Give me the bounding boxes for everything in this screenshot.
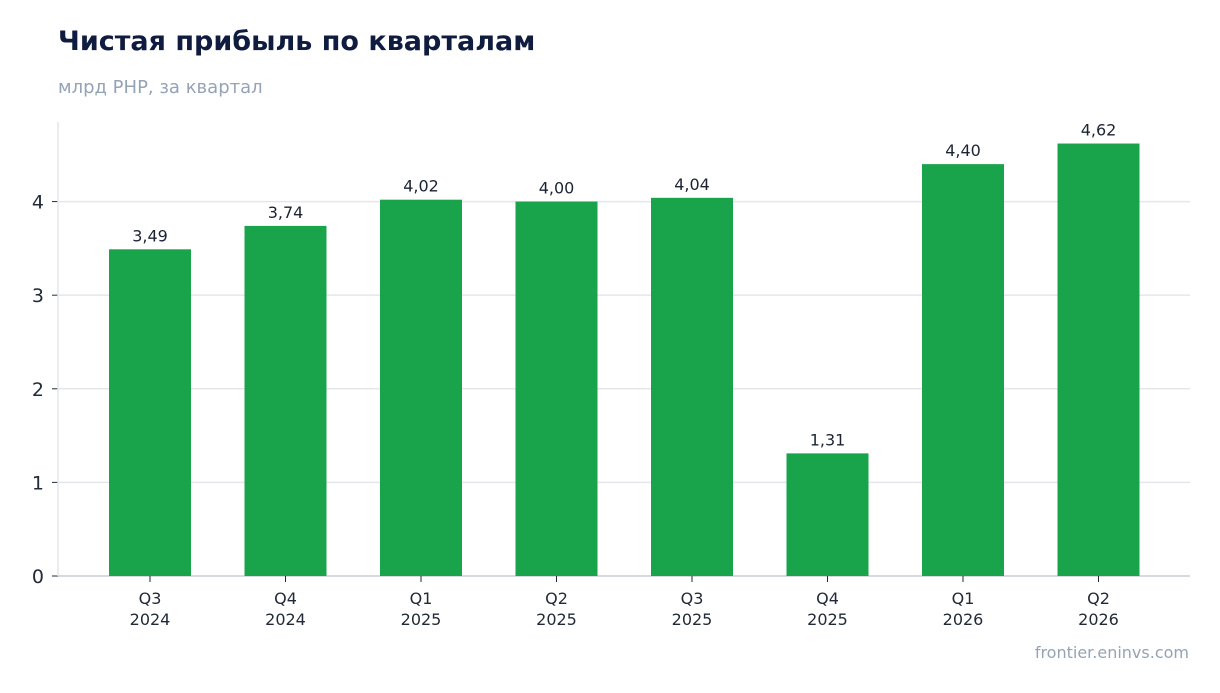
data-labels: 3,49 3,74 4,02 4,00 4,04 1,31 4,40 4,62	[132, 121, 1116, 450]
x-tick-label-quarter: Q1	[410, 589, 433, 608]
bar	[922, 164, 1004, 576]
x-tick-label-quarter: Q2	[1087, 589, 1110, 608]
axes: 0 1 2 3 4 Q3 2024 Q4 2024 Q1 2025 Q2 2025 Q3 2025 Q4 202…	[32, 122, 1190, 629]
y-tick-label: 0	[32, 566, 44, 588]
bar	[244, 225, 327, 576]
x-tick-label-quarter: Q4	[274, 589, 297, 608]
bar-value-label: 4,04	[674, 175, 710, 194]
bar-value-label: 4,00	[539, 179, 575, 198]
bar-value-label: 3,49	[132, 226, 168, 245]
bar-value-label: 4,62	[1081, 121, 1117, 140]
bar-value-label: 3,74	[268, 203, 304, 222]
x-tick-label-quarter: Q3	[139, 589, 162, 608]
chart-title: Чистая прибыль по кварталам	[58, 26, 536, 57]
bar	[380, 199, 462, 577]
bar-value-label: 1,31	[810, 430, 846, 449]
x-tick-label-year: 2026	[943, 610, 984, 629]
source-credit: frontier.eninvs.com	[1034, 643, 1189, 662]
y-tick-label: 4	[32, 192, 44, 214]
chart-subtitle: млрд PHP, за квартал	[58, 77, 263, 98]
x-tick-label-year: 2025	[807, 610, 848, 629]
bar	[1057, 143, 1140, 576]
x-tick-label-quarter: Q1	[952, 589, 975, 608]
bar	[786, 453, 869, 576]
x-tick-label-year: 2024	[265, 610, 306, 629]
x-tick-label-quarter: Q4	[816, 589, 839, 608]
x-tick-label-year: 2025	[672, 610, 713, 629]
bar	[651, 197, 733, 576]
x-tick-label-quarter: Q2	[545, 589, 568, 608]
y-tick-label: 3	[32, 285, 44, 307]
y-tick-label: 1	[32, 472, 44, 494]
bar-value-label: 4,40	[945, 141, 981, 160]
bar-value-label: 4,02	[403, 177, 439, 196]
y-tick-label: 2	[32, 379, 44, 401]
bar	[515, 201, 598, 576]
bars	[109, 143, 1140, 577]
x-tick-label-year: 2025	[401, 610, 442, 629]
gridlines	[58, 200, 1190, 484]
x-tick-label-year: 2025	[536, 610, 577, 629]
x-tick-label-quarter: Q3	[681, 589, 704, 608]
x-tick-label-year: 2024	[130, 610, 171, 629]
x-tick-label-year: 2026	[1078, 610, 1119, 629]
bar	[109, 249, 191, 576]
